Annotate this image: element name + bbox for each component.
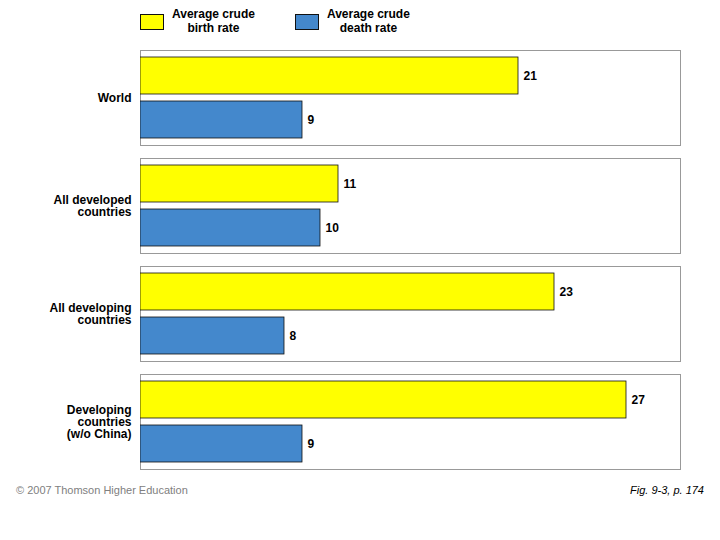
svg-text:9: 9	[308, 113, 315, 127]
svg-text:11: 11	[344, 177, 357, 191]
svg-text:All developingcountries: All developingcountries	[49, 301, 131, 327]
svg-text:27: 27	[632, 393, 646, 407]
svg-text:All developedcountries: All developedcountries	[53, 193, 131, 219]
svg-text:23: 23	[560, 285, 574, 299]
html-text:© 2007 Thomson Higher Educatio: © 2007 Thomson Higher Education	[16, 484, 188, 496]
svg-text:21: 21	[524, 69, 538, 83]
html-text:Average crude death rate: Average crude death rate	[326, 7, 410, 35]
html-text:Average crude birth rate: Average crude birth rate	[172, 7, 255, 35]
svg-text:Developingcountries(w/o China): Developingcountries(w/o China)	[67, 403, 132, 441]
svg-text:10: 10	[326, 221, 340, 235]
svg-text:8: 8	[290, 329, 297, 343]
html-text:Fig. 9-3, p. 174: Fig. 9-3, p. 174	[630, 484, 704, 496]
svg-text:9: 9	[308, 437, 315, 451]
svg-text:World: World	[98, 91, 132, 105]
